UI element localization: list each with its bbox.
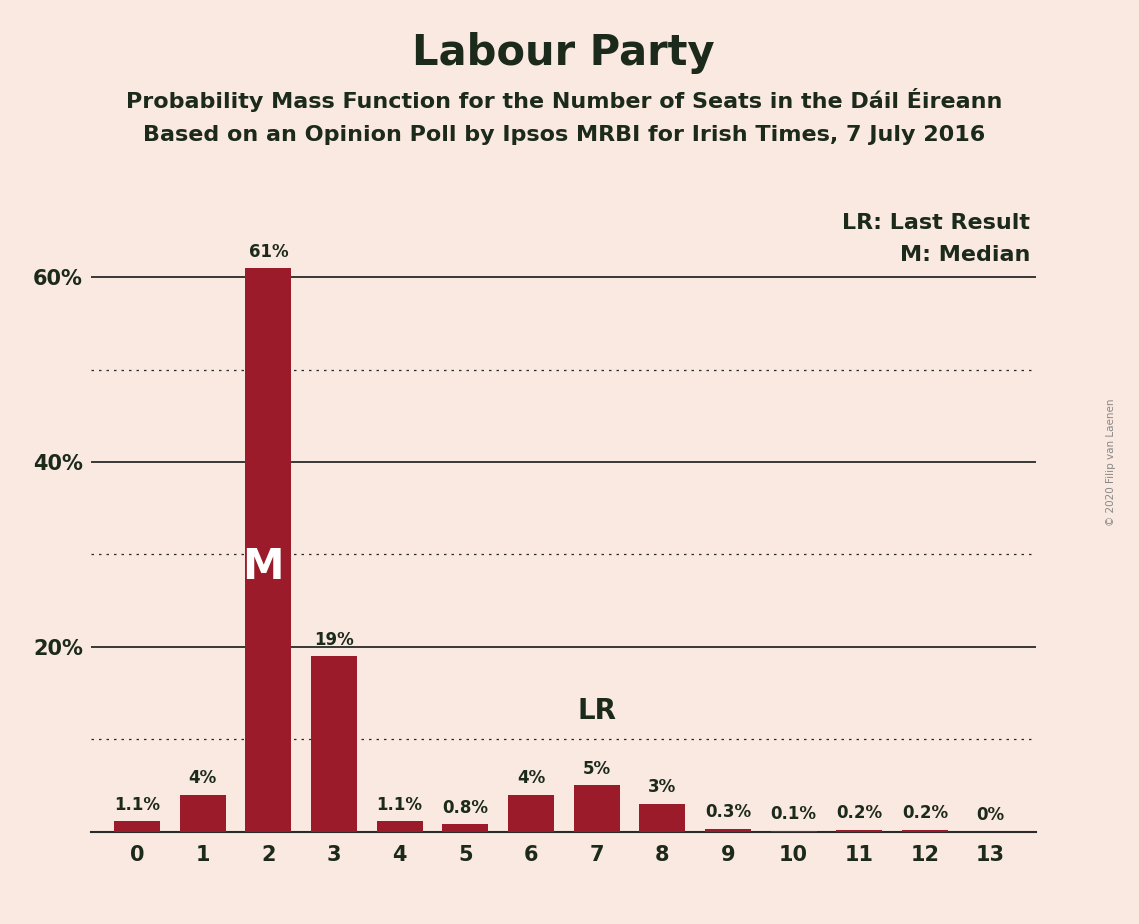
Text: 0.1%: 0.1% <box>771 806 817 823</box>
Text: 3%: 3% <box>648 779 677 796</box>
Text: 5%: 5% <box>582 760 611 778</box>
Text: 0.2%: 0.2% <box>902 805 948 822</box>
Bar <box>311 656 357 832</box>
Text: 1.1%: 1.1% <box>114 796 161 814</box>
Bar <box>442 824 489 832</box>
Bar <box>639 804 686 832</box>
Bar <box>114 821 161 832</box>
Text: 61%: 61% <box>248 243 288 261</box>
Text: 4%: 4% <box>189 770 216 787</box>
Bar <box>836 830 883 832</box>
Text: © 2020 Filip van Laenen: © 2020 Filip van Laenen <box>1106 398 1115 526</box>
Bar <box>180 795 226 832</box>
Bar <box>574 785 620 832</box>
Text: 0%: 0% <box>976 807 1005 824</box>
Text: 0.3%: 0.3% <box>705 804 751 821</box>
Text: 1.1%: 1.1% <box>377 796 423 814</box>
Text: Labour Party: Labour Party <box>412 32 715 74</box>
Bar <box>902 830 948 832</box>
Text: 0.8%: 0.8% <box>442 799 489 817</box>
Text: 4%: 4% <box>517 770 546 787</box>
Text: LR: LR <box>577 698 616 725</box>
Bar <box>377 821 423 832</box>
Bar <box>245 268 292 832</box>
Bar <box>771 831 817 832</box>
Text: 19%: 19% <box>314 631 354 649</box>
Text: Based on an Opinion Poll by Ipsos MRBI for Irish Times, 7 July 2016: Based on an Opinion Poll by Ipsos MRBI f… <box>142 125 985 145</box>
Text: LR: Last Result: LR: Last Result <box>842 213 1030 233</box>
Text: Probability Mass Function for the Number of Seats in the Dáil Éireann: Probability Mass Function for the Number… <box>125 88 1002 112</box>
Bar <box>705 829 751 832</box>
Text: M: M <box>243 546 284 588</box>
Text: M: Median: M: Median <box>900 245 1030 265</box>
Text: 0.2%: 0.2% <box>836 805 883 822</box>
Bar <box>508 795 554 832</box>
